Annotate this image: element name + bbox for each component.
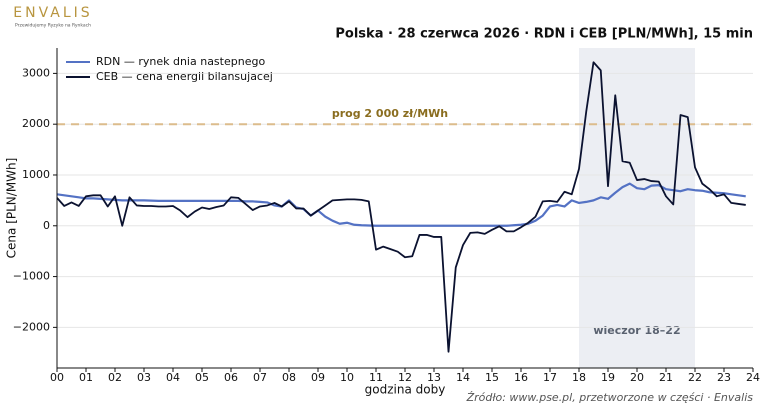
legend-label: RDN — rynek dnia nastepnego — [96, 55, 265, 68]
shade-label: wieczor 18–22 — [593, 324, 680, 337]
source-note: Źródło: www.pse.pl, przetworzone w częśc… — [466, 391, 754, 404]
x-tick-label: 14 — [456, 371, 470, 384]
x-tick-label: 04 — [166, 371, 180, 384]
y-tick-label: 2000 — [22, 117, 50, 130]
x-tick-label: 08 — [282, 371, 296, 384]
legend-label: CEB — cena energii bilansujacej — [96, 70, 273, 83]
x-tick-label: 13 — [427, 371, 441, 384]
x-tick-label: 09 — [311, 371, 325, 384]
brand-name: ENVALIS — [13, 5, 92, 21]
x-tick-label: 01 — [79, 371, 93, 384]
x-tick-label: 07 — [253, 371, 267, 384]
x-tick-label: 00 — [50, 371, 64, 384]
x-tick-label: 02 — [108, 371, 122, 384]
shade-region — [579, 48, 695, 368]
x-tick-label: 24 — [746, 371, 760, 384]
x-tick-label: 05 — [195, 371, 209, 384]
brand-tagline: Przewidujemy Ryzyko na Rynkach — [15, 23, 91, 29]
x-tick-label: 12 — [398, 371, 412, 384]
x-tick-label: 20 — [630, 371, 644, 384]
y-axis-label: Cena [PLN/MWh] — [5, 158, 19, 259]
x-tick-label: 23 — [717, 371, 731, 384]
x-tick-label: 22 — [688, 371, 702, 384]
x-tick-label: 21 — [659, 371, 673, 384]
y-tick-label: −2000 — [13, 320, 50, 333]
y-tick-label: 3000 — [22, 66, 50, 79]
y-tick-label: 1000 — [22, 168, 50, 181]
threshold-label: prog 2 000 zł/MWh — [332, 107, 448, 120]
x-axis-label: godzina doby — [365, 383, 446, 397]
x-tick-label: 18 — [572, 371, 586, 384]
chart-title: Polska · 28 czerwca 2026 · RDN i CEB [PL… — [335, 27, 753, 42]
series-line — [56, 61, 746, 353]
x-tick-label: 15 — [485, 371, 499, 384]
x-tick-label: 06 — [224, 371, 238, 384]
x-tick-label: 19 — [601, 371, 615, 384]
x-tick-label: 03 — [137, 371, 151, 384]
y-tick-label: −1000 — [13, 270, 50, 283]
x-tick-label: 11 — [369, 371, 383, 384]
y-tick-label: 0 — [43, 219, 50, 232]
series-line — [56, 182, 746, 227]
x-tick-label: 17 — [543, 371, 557, 384]
x-tick-label: 10 — [340, 371, 354, 384]
x-tick-label: 16 — [514, 371, 528, 384]
